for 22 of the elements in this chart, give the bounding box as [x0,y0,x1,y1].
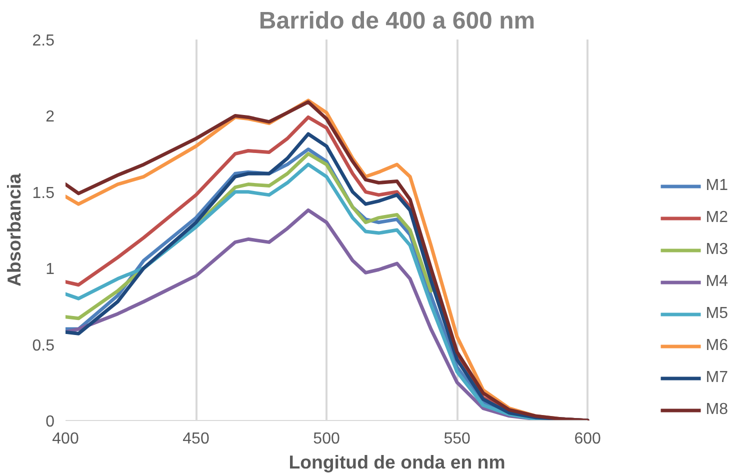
chart-title: Barrido de 400 a 600 nm [258,8,536,34]
y-tick-label: 1.5 [32,184,55,202]
x-tick-label: 450 [182,430,210,448]
legend-label: M4 [706,273,728,291]
x-tick-label: 600 [574,430,601,448]
y-tick-label: 1 [46,261,55,278]
y-axis-title: Absorbancia [3,172,24,286]
x-tick-label: 400 [52,430,79,448]
legend-label: M3 [706,241,728,259]
legend-label: M2 [706,209,728,227]
legend-label: M7 [706,369,728,387]
x-axis-title: Longitud de onda en nm [288,452,506,472]
legend-label: M1 [706,177,728,195]
legend-label: M8 [706,401,728,419]
legend-label: M5 [706,305,728,323]
y-tick-label: 0 [46,414,55,430]
legend-label: M6 [706,337,728,355]
x-tick-label: 550 [444,430,470,448]
y-tick-label: 2.5 [32,32,55,50]
y-tick-label: 2 [46,108,55,126]
x-tick-label: 500 [313,430,340,448]
y-tick-label: 0.5 [32,337,55,354]
